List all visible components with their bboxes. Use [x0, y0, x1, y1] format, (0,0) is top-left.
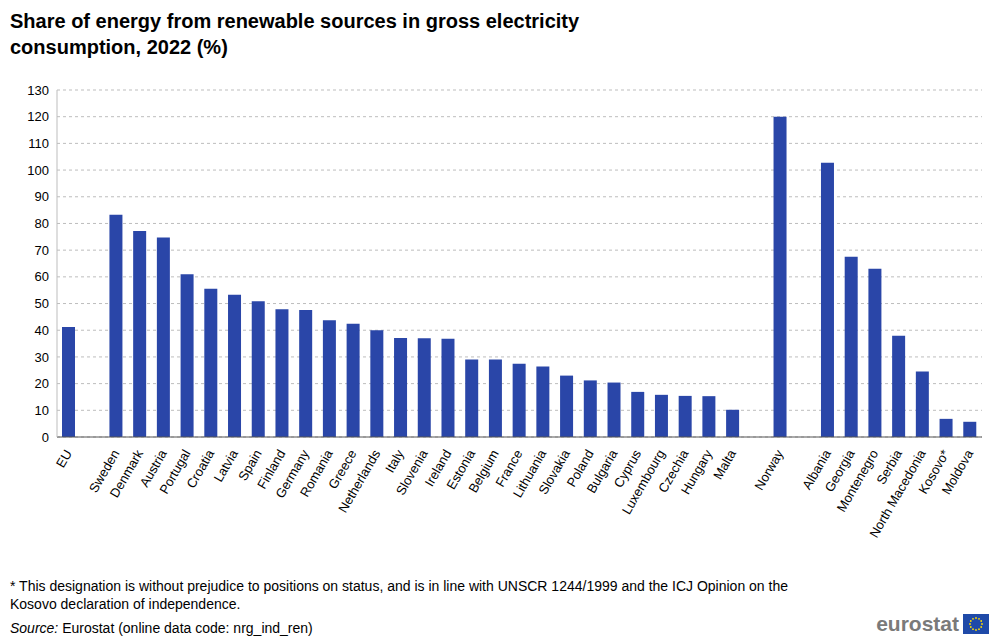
- html-text:Share of energy from renewable: Share of energy from renewable sources i…: [10, 10, 580, 58]
- svg-text:Finland: Finland: [254, 447, 289, 492]
- svg-text:Slovenia: Slovenia: [393, 446, 431, 497]
- svg-text:Hungary: Hungary: [678, 447, 716, 497]
- svg-text:Georgia: Georgia: [821, 447, 858, 495]
- svg-text:Kosovo*: Kosovo*: [915, 447, 953, 497]
- svg-text:Czechia: Czechia: [655, 447, 692, 496]
- svg-text:Belgium: Belgium: [465, 447, 501, 495]
- svg-text:110: 110: [28, 136, 49, 151]
- svg-text:Estonia: Estonia: [443, 447, 479, 493]
- svg-text:80: 80: [35, 216, 49, 231]
- svg-text:Lithuania: Lithuania: [509, 447, 550, 501]
- svg-text:Austria: Austria: [136, 447, 170, 490]
- svg-text:North Macedonia: North Macedonia: [866, 446, 929, 540]
- svg-text:Moldova: Moldova: [939, 446, 977, 497]
- svg-text:Italy: Italy: [382, 447, 407, 476]
- svg-text:Malta: Malta: [710, 446, 739, 482]
- html-text:* This designation is without: * This designation is without prejudice …: [10, 578, 788, 612]
- svg-text:Denmark: Denmark: [107, 447, 147, 501]
- svg-text:Greece: Greece: [325, 447, 360, 492]
- svg-text:Ireland: Ireland: [421, 447, 455, 489]
- svg-text:20: 20: [35, 376, 49, 391]
- svg-text:Slovakia: Slovakia: [535, 446, 573, 497]
- svg-text:Croatia: Croatia: [183, 446, 217, 490]
- svg-text:90: 90: [35, 189, 49, 204]
- svg-text:Germany: Germany: [272, 447, 313, 501]
- svg-text:Latvia: Latvia: [211, 446, 242, 484]
- svg-text:120: 120: [27, 109, 49, 124]
- svg-text:Spain: Spain: [235, 447, 265, 484]
- svg-text:70: 70: [35, 243, 49, 258]
- svg-text:100: 100: [27, 163, 49, 178]
- svg-text:Norway: Norway: [751, 447, 786, 493]
- svg-text:50: 50: [35, 296, 49, 311]
- svg-text:EU: EU: [53, 447, 75, 470]
- svg-text:Serbia: Serbia: [873, 447, 905, 487]
- svg-text:Bulgaria: Bulgaria: [584, 446, 621, 495]
- svg-text:Sweden: Sweden: [85, 447, 123, 496]
- svg-text:Netherlands: Netherlands: [335, 447, 383, 516]
- svg-text:France: France: [492, 447, 526, 490]
- svg-text:60: 60: [35, 269, 49, 284]
- svg-text:10: 10: [35, 403, 49, 418]
- svg-text:130: 130: [27, 83, 49, 98]
- svg-text:Romania: Romania: [297, 446, 336, 499]
- html-text:eurostat: eurostat: [876, 612, 959, 635]
- svg-text:Portugal: Portugal: [156, 447, 193, 497]
- svg-text:30: 30: [35, 350, 49, 365]
- html-text:Source: Eurostat (online data: Source: Eurostat (online data code: nrg_…: [10, 620, 313, 636]
- svg-text:40: 40: [35, 323, 49, 338]
- svg-text:0: 0: [42, 430, 49, 445]
- svg-text:Cyprus: Cyprus: [610, 447, 645, 491]
- svg-text:Luxembourg: Luxembourg: [618, 447, 668, 518]
- svg-text:Poland: Poland: [563, 447, 597, 490]
- svg-text:Albania: Albania: [799, 447, 834, 493]
- svg-text:Montenegro: Montenegro: [833, 447, 882, 515]
